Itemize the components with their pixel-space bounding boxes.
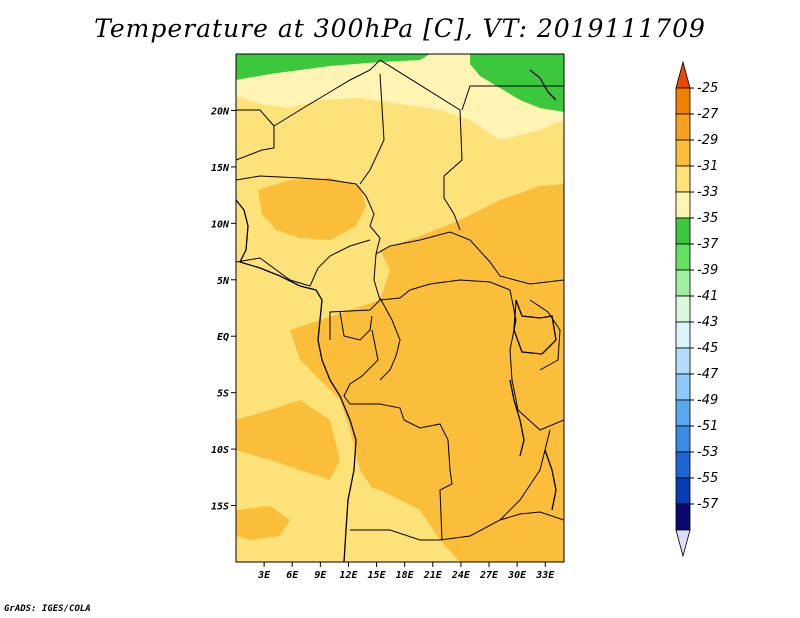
colorbar-swatch (675, 165, 691, 193)
colorbar-label: -51 (697, 419, 718, 434)
colorbar-label: -39 (697, 263, 718, 278)
map-title: Temperature at 300hPa [C], VT: 201911170… (94, 14, 706, 43)
lat-tick-label: 5N (217, 276, 230, 287)
lake-victoria (513, 299, 557, 355)
lon-tick-label: 3E (257, 570, 271, 581)
colorbar-swatch (675, 295, 691, 323)
colorbar-swatch (675, 477, 691, 505)
colorbar-label: -27 (697, 107, 719, 122)
field-orange-central (290, 184, 564, 562)
colorbar-swatch (675, 425, 691, 453)
boundary-line (461, 85, 564, 111)
boundary-line (273, 59, 381, 127)
temperature-field (236, 54, 564, 562)
lake-malawi (544, 449, 557, 511)
latitude-axis: 20N 15N 10N 5N EQ 5S 10S 15S (210, 106, 236, 513)
coastline (236, 69, 557, 562)
lon-tick-label: 21E (423, 570, 443, 581)
colorbar-label: -29 (697, 133, 718, 148)
boundary-line (379, 279, 511, 301)
boundary-line (343, 329, 453, 541)
grads-credit: GrADS: IGES/COLA (4, 604, 91, 614)
lat-tick-label: 10N (211, 219, 230, 230)
field-orange-west (258, 178, 366, 240)
colorbar-label: -53 (697, 445, 718, 460)
colorbar-swatch (675, 139, 691, 167)
lon-tick-label: 18E (396, 570, 415, 581)
lon-tick-label: 15E (368, 570, 387, 581)
colorbar-swatch (675, 529, 691, 558)
colorbar-label: -47 (697, 367, 719, 382)
lon-tick-label: 6E (286, 570, 299, 581)
boundary-line (379, 297, 401, 381)
colorbar-swatch (675, 60, 691, 89)
lat-tick-label: 15N (211, 163, 230, 174)
colorbar-swatch (675, 321, 691, 349)
boundary-line (499, 511, 564, 521)
colorbar-label: -35 (697, 211, 718, 226)
lon-tick-label: 24E (451, 570, 471, 581)
colorbar-swatch (675, 87, 691, 115)
colorbar-swatch (675, 373, 691, 401)
colorbar-swatch (675, 451, 691, 479)
colorbar-swatch (675, 503, 691, 531)
boundary-line (339, 311, 373, 341)
country-boundaries (236, 59, 564, 541)
boundary-line (509, 289, 564, 431)
colorbar-label: -31 (697, 159, 718, 174)
lon-tick-label: 12E (339, 570, 358, 581)
colorbar-label: -45 (697, 341, 718, 356)
map-frame (235, 53, 565, 563)
colorbar-swatch (675, 269, 691, 297)
field-orange-southwest (236, 400, 340, 480)
boundary-line (379, 59, 463, 231)
boundary-line (236, 109, 275, 161)
colorbar-swatch (675, 217, 691, 245)
lat-tick-label: 15S (211, 502, 229, 513)
boundary-line (236, 239, 371, 287)
coastline-line (236, 199, 357, 562)
field-orange-southwest-corner (236, 506, 290, 540)
field-yellow-south (340, 480, 440, 562)
colorbar-label: -57 (697, 497, 719, 512)
boundary-line (350, 429, 551, 541)
colorbar-swatch (675, 399, 691, 427)
longitude-axis: 3E 6E 9E 12E 15E 18E 21E 24E 27E 30E 33E (257, 562, 555, 581)
boundary-line (529, 299, 561, 371)
colorbar-label: -43 (697, 315, 718, 330)
lat-tick-label: 5S (217, 389, 229, 400)
boundary-line (236, 175, 381, 255)
field-yellow-gulf (236, 250, 320, 330)
lat-tick-label: EQ (217, 332, 229, 343)
lon-tick-label: 30E (507, 570, 527, 581)
colorbar-swatch (675, 347, 691, 375)
colorbar-label: -37 (697, 237, 719, 252)
lat-tick-label: 10S (211, 445, 229, 456)
lon-tick-label: 9E (314, 570, 327, 581)
colorbar-swatch (675, 191, 691, 219)
colorbar-label: -33 (697, 185, 718, 200)
colorbar-label: -49 (697, 393, 718, 408)
colorbar-label: -41 (697, 289, 718, 304)
boundary-line (375, 231, 564, 285)
lon-tick-label: 33E (535, 570, 555, 581)
lake-tanganyika (509, 379, 525, 457)
field-green-northeast (470, 54, 564, 112)
red-sea-coast (529, 69, 557, 101)
lon-tick-label: 27E (479, 570, 499, 581)
colorbar-label: -25 (697, 81, 718, 96)
colorbar-swatch (675, 113, 691, 141)
lat-tick-label: 20N (210, 106, 230, 117)
boundary-line (329, 253, 381, 340)
boundary-line (359, 73, 385, 185)
colorbar-label: -55 (697, 471, 718, 486)
colorbar-swatch (675, 243, 691, 271)
colorbar: -25 -27 -29 -31 -33 -35 -37 -39 -41 -43 -45 -47 -49 -… (675, 60, 719, 558)
